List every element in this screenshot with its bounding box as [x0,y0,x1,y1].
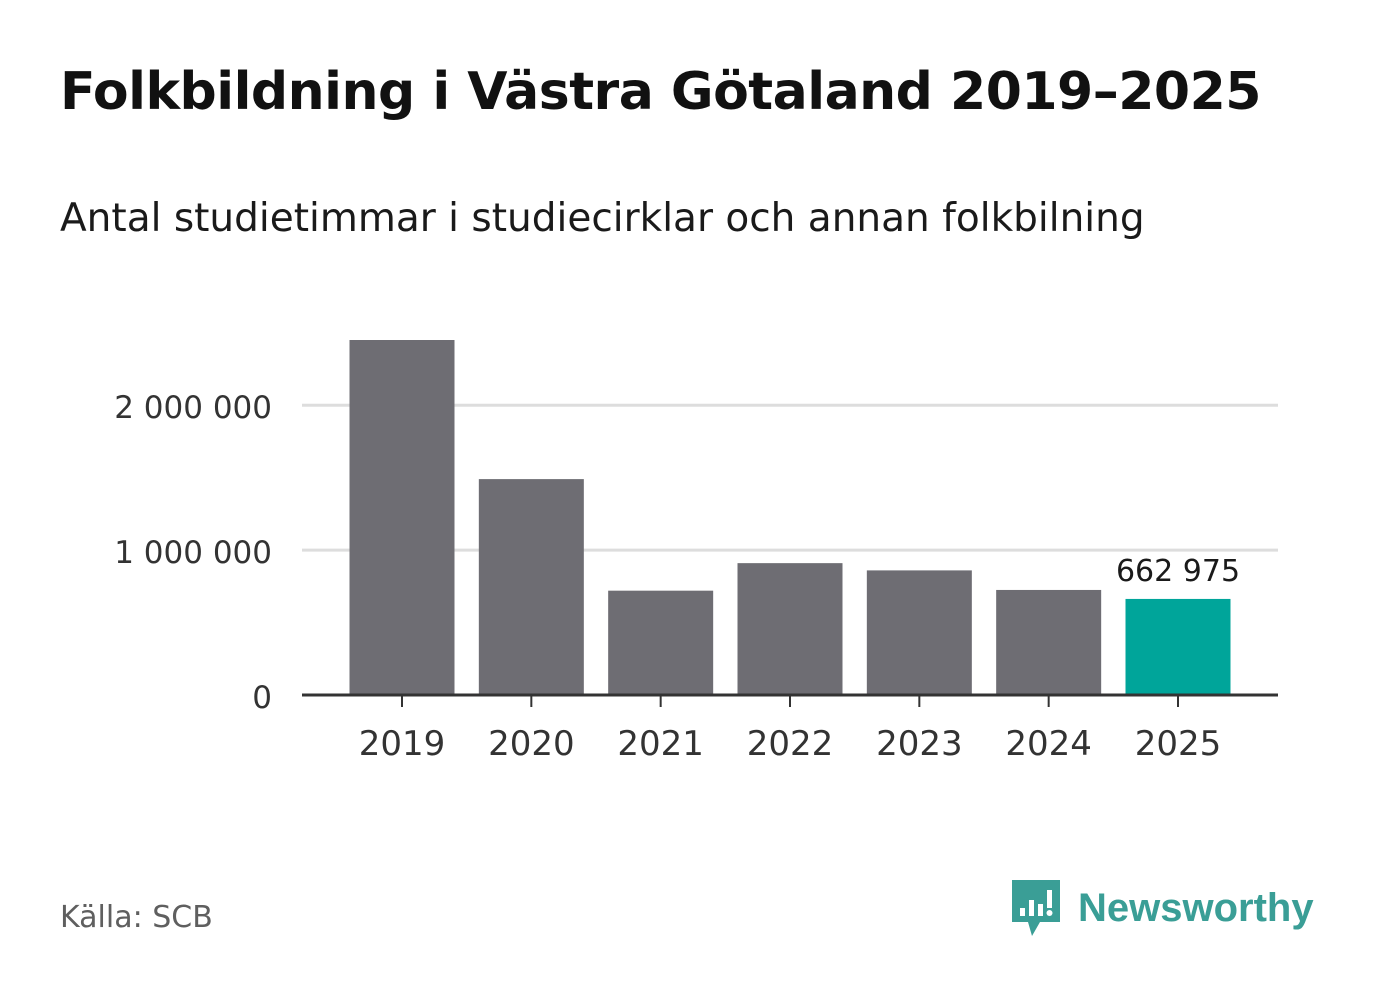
data-label: 662 975 [1116,554,1240,589]
newsworthy-logo-icon [1012,880,1060,936]
x-tick-label: 2019 [359,724,446,764]
x-tick-label: 2023 [876,724,963,764]
labels: 0 1 000 000 2 000 000 2019 2020 2021 2022 2023 2… [114,390,1240,764]
brand-logo: Newsworthy [1010,878,1314,938]
bar [996,589,1102,695]
bar [737,563,843,695]
brand-name: Newsworthy [1078,885,1314,930]
grid-lines [302,403,1278,552]
x-tick-label: 2024 [1005,724,1092,764]
x-tick-label: 2022 [747,724,834,764]
x-tick-label: 2025 [1135,724,1222,764]
x-axis [302,693,1278,707]
bar [478,479,584,695]
bar [349,340,455,695]
y-tick-label: 2 000 000 [114,390,272,426]
y-tick-label: 1 000 000 [114,535,272,571]
x-tick-label: 2021 [617,724,704,764]
x-tick-label: 2020 [488,724,575,764]
bar-highlight [1125,598,1231,695]
bar [866,570,972,695]
bars [349,340,1231,695]
chart-title: Folkbildning i Västra Götaland 2019–2025 [60,62,1261,122]
chart-subtitle: Antal studietimmar i studiecirklar och a… [60,196,1145,241]
y-tick-label: 0 [252,680,272,716]
bar [608,590,714,695]
source-note: Källa: SCB [60,900,213,935]
